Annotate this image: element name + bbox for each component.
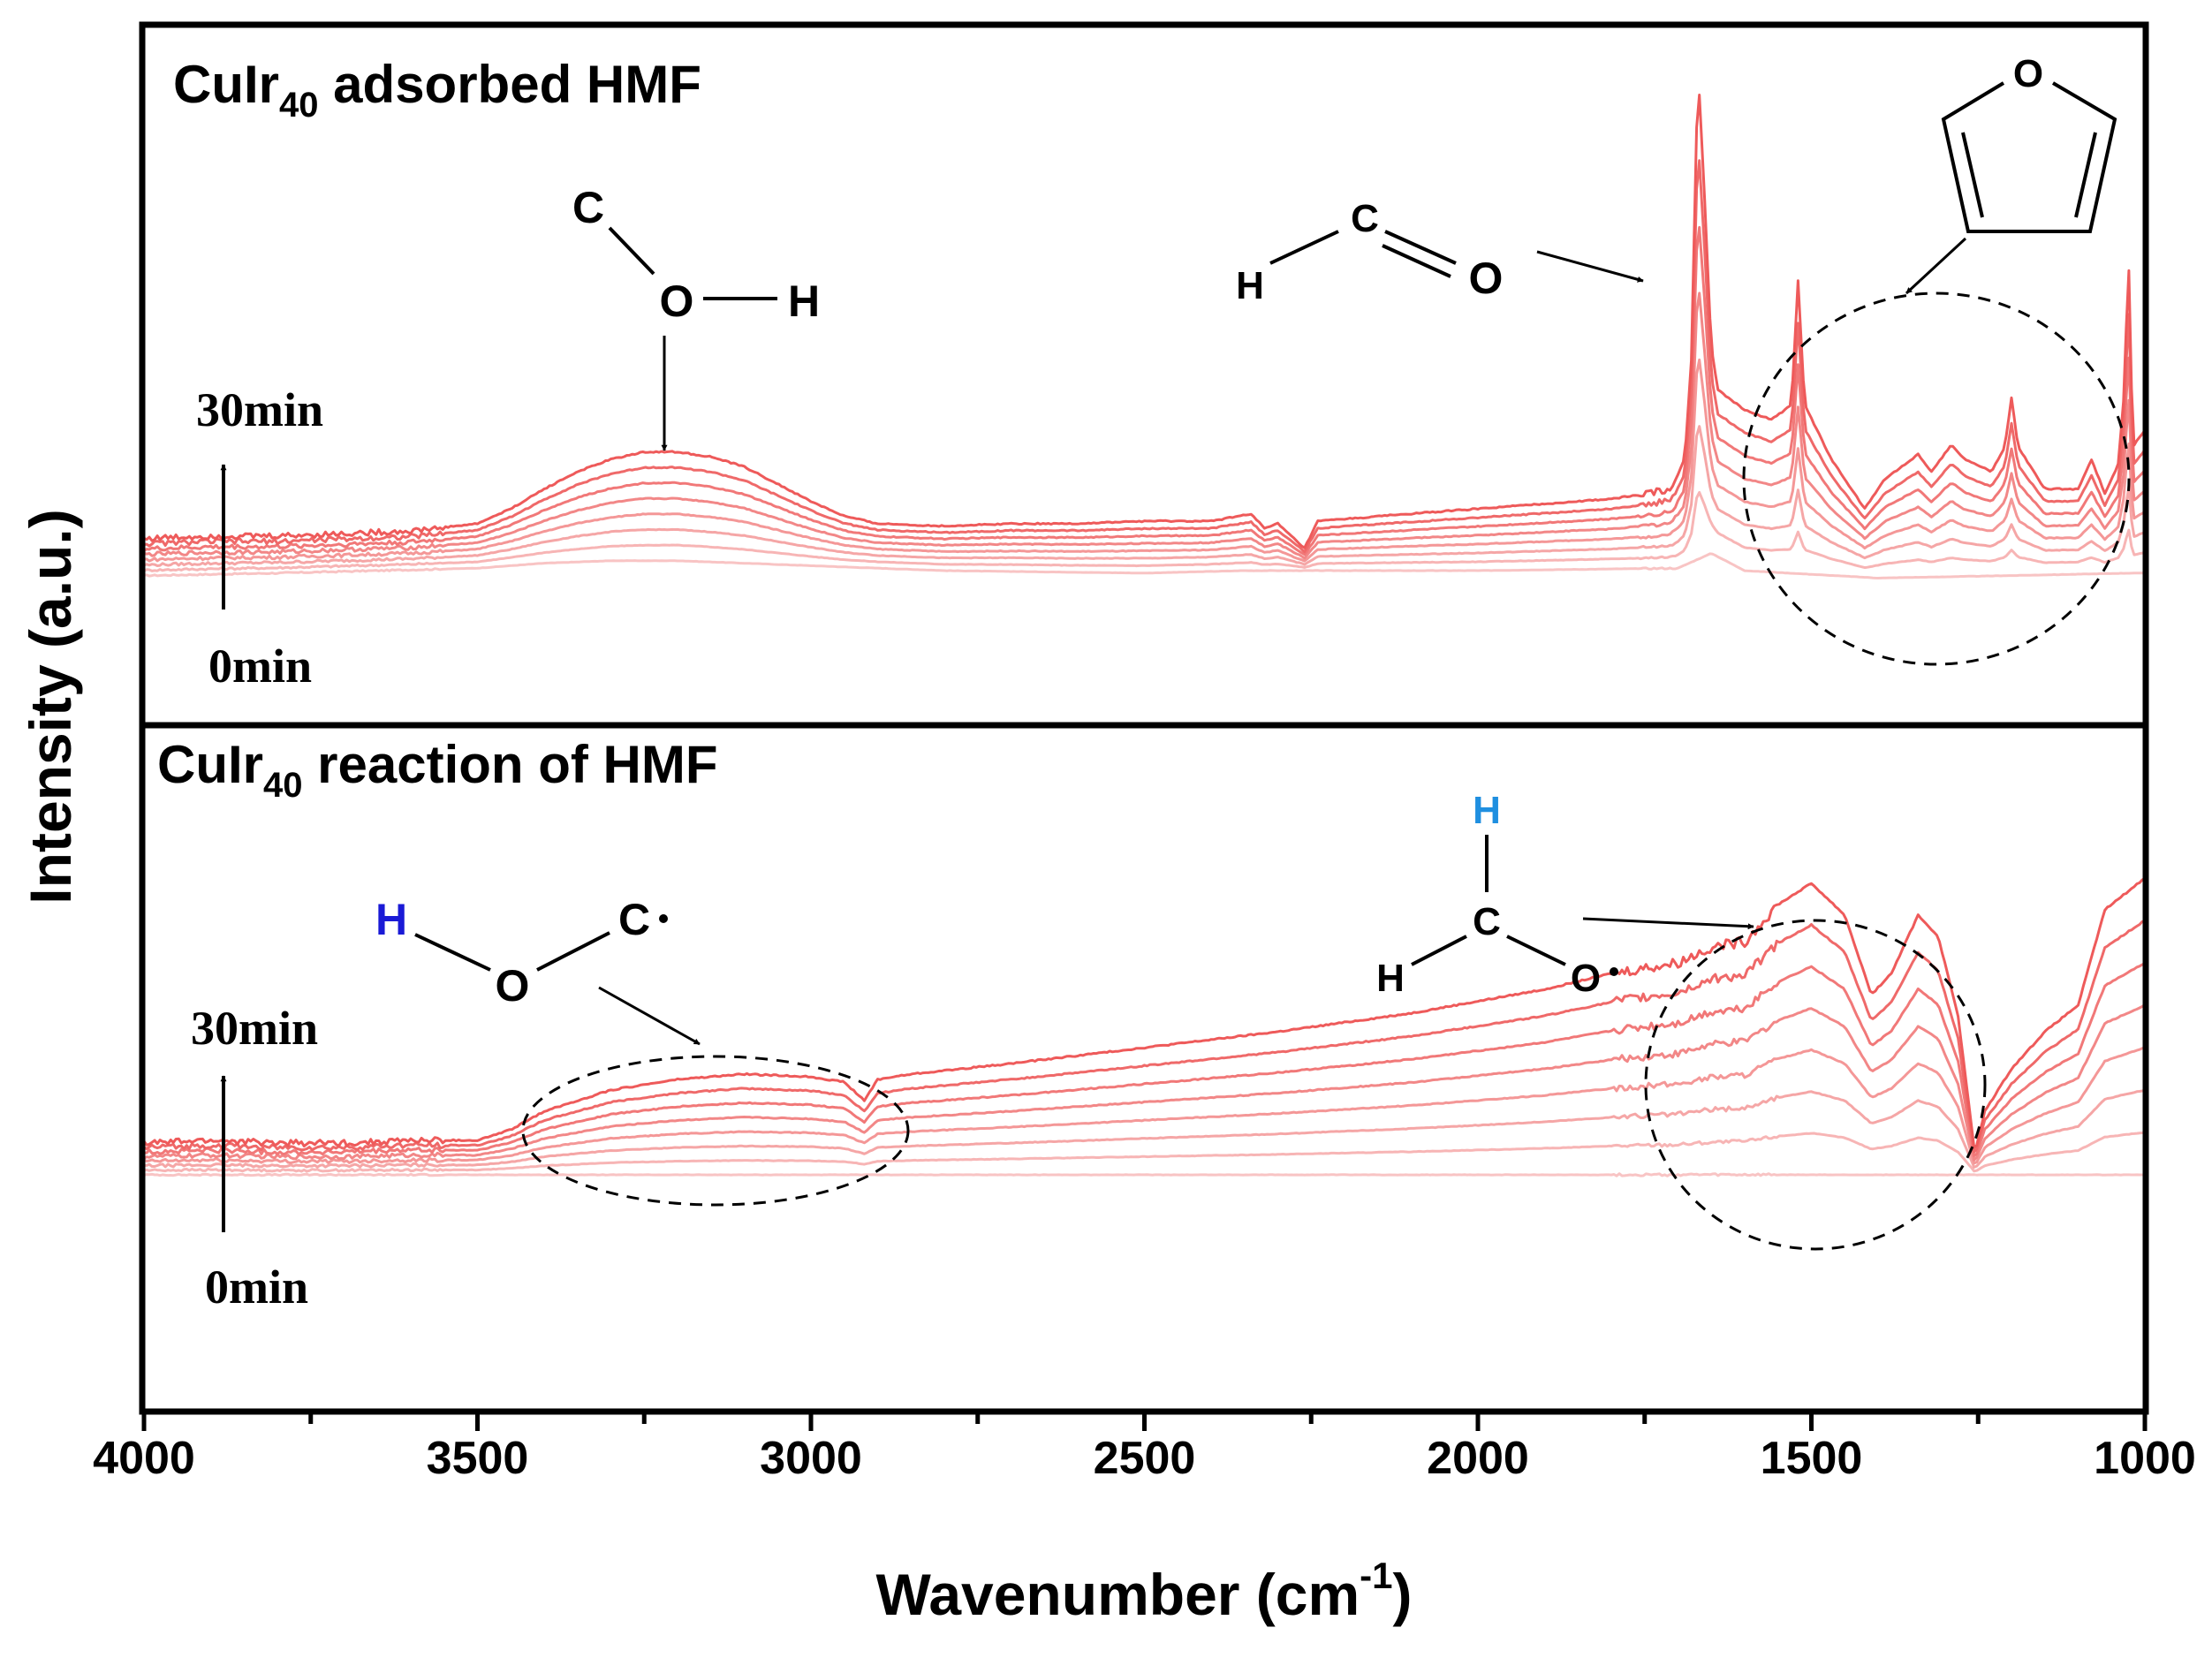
annotation-arrow [1536,250,1644,283]
bond [414,933,491,972]
molecule-h-o-c-radical: H O C [375,895,668,1011]
time-label-bottom: 0min [205,1261,308,1314]
x-tick-label: 4000 [93,1433,195,1484]
y-axis-label: Intensity (a.u.) [18,509,83,904]
spectrum-line [144,291,2145,560]
atom-label: H [1473,789,1501,832]
molecule-c-o-h: C O H [572,183,820,326]
bond [1411,935,1467,966]
x-tick-label: 1000 [2094,1433,2196,1484]
x-tick-label: 2500 [1094,1433,1196,1484]
bond [1382,244,1451,278]
panel-title-reaction: CuIr40 reaction of HMF [157,735,718,805]
adsorbed-spectra [144,94,2145,579]
reaction-spectra [144,877,2145,1177]
x-axis-tick-labels: 4000 3500 3000 2500 2000 1500 1000 [93,1433,2196,1484]
spectrum-line [144,552,2145,579]
highlight-circle [521,1055,910,1207]
ring-bond [1941,81,2117,233]
spectrum-line [144,490,2145,572]
x-tick-label: 3000 [760,1433,862,1484]
atom-label: C [618,895,650,944]
atom-label: C [1351,197,1379,240]
radical-dot [659,914,668,923]
atom-label: H [1236,264,1264,307]
spectrum-line [144,1088,2145,1169]
plot-frame [139,21,2149,1415]
spectrum-line [144,225,2145,556]
x-axis-ticks [141,1412,2148,1431]
ring-double-bond [2074,132,2097,218]
molecule-h-c-o: H C O [1236,197,1503,307]
spectrum-line [144,920,2145,1154]
atom-label: C [1473,900,1501,943]
bond [1506,935,1566,966]
annotation-arrow [1905,237,1967,295]
bond [536,931,610,972]
atom-label: O [1469,254,1504,303]
atom-label: C [572,183,604,232]
time-label-top: 30min [191,1002,318,1055]
spectrum-line [144,1046,2145,1165]
atom-label: O [2013,52,2043,95]
annotation-arrow [598,986,701,1046]
atom-label: O [496,961,530,1011]
time-label-top: 30min [196,383,323,436]
spectrum-line [144,1172,2145,1177]
spectrum-line [144,358,2145,563]
spectrum-line [144,159,2145,554]
bond [1269,230,1339,265]
atom-label: H [1376,957,1405,1000]
bond [1384,230,1457,265]
ring-double-bond [1961,132,1984,218]
molecule-furan: O [1941,52,2117,233]
spectrum-line [144,877,2145,1149]
highlight-circle [1644,919,1987,1251]
atom-label: H [788,276,820,326]
spectrum-line [144,94,2145,549]
x-tick-label: 1500 [1761,1433,1863,1484]
x-axis-label: Wavenumber (cm-1) [875,1555,1412,1627]
atom-label: O [1571,957,1601,1000]
spectrum-line [144,425,2145,567]
x-tick-label: 2000 [1427,1433,1529,1484]
molecule-h2c-o-radical: H C H O [1376,789,1618,1000]
x-tick-label: 3500 [427,1433,529,1484]
spectrum-line [144,1131,2145,1173]
time-label-bottom: 0min [208,640,312,693]
highlight-circle [1742,291,2131,666]
radical-dot [1610,967,1618,976]
panel-title-adsorbed: CuIr40 adsorbed HMF [173,55,701,125]
spectrum-line [144,962,2145,1158]
atom-label: O [660,276,694,326]
spectrum-line [144,1003,2145,1162]
annotation-arrow [1582,917,1754,930]
bond [608,226,655,276]
atom-label: H [375,895,407,944]
